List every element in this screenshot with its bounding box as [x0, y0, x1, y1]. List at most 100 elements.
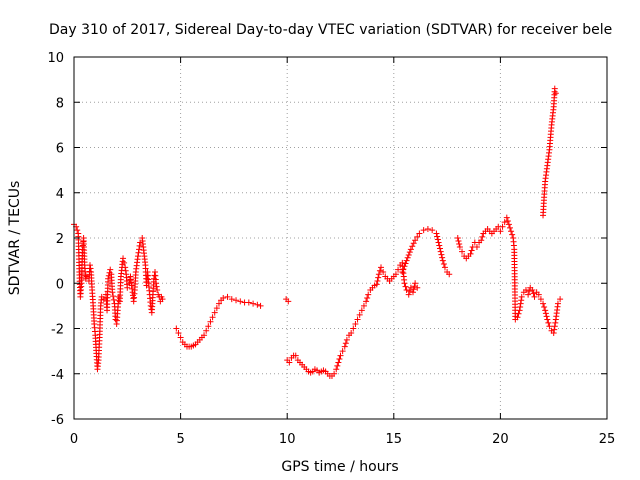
data-point: [401, 263, 408, 270]
data-point: [537, 296, 544, 303]
data-point: [375, 271, 382, 278]
data-point: [177, 334, 184, 341]
data-point: [159, 296, 166, 303]
data-point: [128, 282, 135, 289]
data-point: [402, 283, 409, 290]
data-point: [542, 310, 549, 317]
y-tick-label: 2: [56, 232, 64, 247]
data-point: [551, 85, 558, 92]
grid: [74, 57, 607, 419]
data-point: [380, 268, 387, 275]
data-point: [508, 228, 515, 235]
data-point: [401, 280, 408, 287]
data-point: [205, 323, 212, 330]
x-tick-label: 10: [279, 432, 296, 447]
data-point: [224, 293, 231, 300]
data-point: [455, 238, 462, 245]
data-point: [400, 266, 407, 273]
data-point: [134, 253, 141, 260]
data-point: [257, 302, 264, 309]
data-point: [358, 307, 365, 314]
data-point: [529, 287, 536, 294]
data-point: [211, 309, 218, 316]
data-point: [124, 284, 131, 291]
data-point: [375, 274, 382, 281]
data-point: [409, 289, 416, 296]
data-point: [109, 289, 116, 296]
data-point: [505, 221, 512, 228]
data-point: [517, 300, 524, 307]
data-point: [501, 219, 508, 226]
x-tick-label: 20: [492, 432, 509, 447]
data-point: [435, 239, 442, 246]
x-tick-label: 0: [70, 432, 78, 447]
data-point: [364, 294, 371, 301]
y-tick-label: 10: [47, 51, 64, 66]
data-point: [136, 242, 143, 249]
data-point: [406, 288, 413, 295]
data-point: [404, 254, 411, 261]
data-point: [207, 318, 214, 325]
data-point: [530, 290, 537, 297]
data-point: [406, 249, 413, 256]
data-point: [360, 302, 367, 309]
data-point: [122, 264, 129, 271]
data-point: [497, 228, 504, 235]
data-point: [526, 288, 533, 295]
data-point: [412, 237, 419, 244]
data-point: [350, 325, 357, 332]
data-point: [554, 300, 561, 307]
data-point: [509, 231, 516, 238]
data-point: [468, 247, 475, 254]
data-point: [456, 244, 463, 251]
data-point: [424, 225, 431, 232]
data-point: [402, 260, 409, 267]
data-point: [331, 370, 338, 377]
data-point: [110, 293, 117, 300]
data-point: [552, 319, 559, 326]
x-tick-label: 15: [386, 432, 403, 447]
data-point: [365, 291, 372, 298]
y-tick-label: -2: [51, 323, 64, 338]
data-point: [74, 227, 81, 234]
data-point: [542, 307, 549, 314]
data-point: [544, 316, 551, 323]
data-point: [120, 255, 127, 262]
data-point: [552, 90, 559, 97]
data-point: [136, 246, 143, 253]
data-point: [87, 265, 94, 272]
data-point: [154, 287, 161, 294]
data-point: [473, 244, 480, 251]
data-point: [541, 304, 548, 311]
data-point: [440, 261, 447, 268]
data-point: [292, 352, 299, 359]
data-point: [454, 235, 461, 241]
data-point: [254, 301, 261, 308]
data-point: [376, 267, 383, 274]
data-point: [535, 291, 542, 298]
data-point: [543, 313, 550, 320]
data-point: [441, 264, 448, 271]
data-point: [378, 264, 385, 271]
data-point: [518, 293, 525, 300]
data-point: [439, 254, 446, 261]
y-axis-label: SDTVAR / TECUs: [7, 181, 23, 296]
data-point: [215, 300, 222, 307]
x-axis-label: GPS time / hours: [281, 459, 398, 475]
data-point: [551, 326, 558, 333]
data-point: [420, 227, 427, 234]
data-point: [550, 330, 557, 337]
data-point: [233, 297, 240, 304]
data-point: [153, 283, 160, 290]
data-point: [412, 280, 419, 287]
data-point: [525, 291, 532, 298]
data-point: [517, 304, 524, 311]
data-point: [414, 233, 421, 240]
chart-title: Day 310 of 2017, Sidereal Day-to-day VTE…: [49, 22, 612, 38]
data-point: [339, 348, 346, 355]
data-point: [135, 249, 142, 256]
data-point: [503, 214, 510, 221]
data-point: [467, 250, 474, 257]
data-point: [203, 327, 210, 334]
